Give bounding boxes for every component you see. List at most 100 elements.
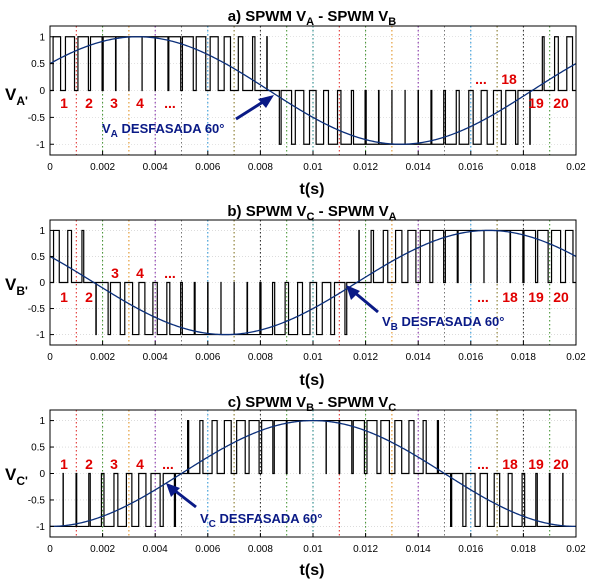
segment-label: ... <box>164 95 176 111</box>
segment-label: 18 <box>501 71 517 87</box>
panel-a-title: a) SPWM VA - SPWM VB <box>228 8 396 28</box>
x-tick-label: 0 <box>47 352 53 363</box>
x-tick-label: 0.004 <box>143 162 168 173</box>
segment-label: 19 <box>528 456 544 472</box>
segment-label: 19 <box>528 95 544 111</box>
y-tick-label: -0.5 <box>28 113 46 124</box>
segment-label: 19 <box>528 289 544 305</box>
annotation-text: VB DESFASADA 60° <box>382 314 504 333</box>
panel-c-segment-labels: 1 2 3 4 ... ... 18 19 20 <box>60 456 569 472</box>
x-tick-label: 0.012 <box>353 352 378 363</box>
segment-label: 2 <box>85 456 93 472</box>
segment-label: ... <box>162 456 174 472</box>
panel-b-xlabel: t(s) <box>300 372 325 389</box>
x-tick-label: 0.01 <box>303 162 323 173</box>
segment-label: 1 <box>60 289 68 305</box>
y-tick-label: 1 <box>39 416 45 427</box>
segment-label: 20 <box>553 289 569 305</box>
x-tick-label: 0.01 <box>303 352 323 363</box>
x-tick-label: 0.006 <box>195 162 220 173</box>
panel-a-sine-series <box>49 36 577 145</box>
annotation-arrowhead <box>166 483 180 497</box>
panel-a-ylabel: VA' <box>5 85 28 108</box>
x-tick-label: 0.006 <box>195 352 220 363</box>
x-tick-label: 0.02 <box>566 352 586 363</box>
segment-label: 4 <box>136 95 144 111</box>
annotation-arrow <box>353 290 379 314</box>
segment-label: 1 <box>60 95 68 111</box>
y-tick-label: 0 <box>39 86 45 97</box>
panel-c-title: c) SPWM VB - SPWM VC <box>228 394 396 414</box>
x-tick-label: 0.008 <box>248 162 273 173</box>
segment-label: ... <box>477 289 489 305</box>
panel-c-annotation: VC DESFASADA 60° <box>166 483 322 530</box>
panel-c-sine-series <box>49 419 577 528</box>
y-tick-label: 0.5 <box>31 443 45 454</box>
panel-a: a) SPWM VA - SPWM VB VA' t(s) 1 0.5 0 -0.5 -… <box>5 8 586 198</box>
x-tick-label: 0.012 <box>353 162 378 173</box>
segment-label: ... <box>164 265 176 281</box>
panel-a-segment-labels: 1 2 3 4 ... ... 18 19 20 <box>60 71 569 111</box>
y-tick-label: 0.5 <box>31 59 45 70</box>
x-tick-label: 0.018 <box>511 544 536 555</box>
annotation-text: VA DESFASADA 60° <box>102 121 224 140</box>
segment-label: 18 <box>502 289 518 305</box>
y-tick-label: -1 <box>36 522 45 533</box>
x-tick-label: 0.018 <box>511 352 536 363</box>
x-tick-label: 0.004 <box>143 352 168 363</box>
annotation-arrow <box>173 488 197 509</box>
x-tick-label: 0 <box>47 162 53 173</box>
x-tick-label: 0.016 <box>458 544 483 555</box>
y-tick-label: -1 <box>36 140 45 151</box>
x-tick-label: 0.002 <box>90 162 115 173</box>
y-tick-label: -1 <box>36 330 45 341</box>
segment-label: ... <box>475 71 487 87</box>
x-tick-label: 0.014 <box>406 162 431 173</box>
y-tick-label: 1 <box>39 226 45 237</box>
annotation-arrowhead <box>258 95 274 108</box>
segment-label: 3 <box>111 265 119 281</box>
x-tick-label: 0.02 <box>566 162 586 173</box>
segment-label: 2 <box>85 95 93 111</box>
y-tick-label: -0.5 <box>28 304 46 315</box>
x-tick-label: 0.004 <box>143 544 168 555</box>
segment-label: 18 <box>502 456 518 472</box>
annotation-text: VC DESFASADA 60° <box>200 511 322 530</box>
panel-b-title: b) SPWM VC - SPWM VA <box>227 203 396 223</box>
x-tick-label: 0.014 <box>406 352 431 363</box>
panel-b-annotation: VB DESFASADA 60° <box>346 285 504 333</box>
segment-label: 4 <box>136 456 144 472</box>
panel-b-ylabel: VB' <box>5 275 28 298</box>
x-tick-label: 0.01 <box>303 544 323 555</box>
y-tick-label: -0.5 <box>28 495 46 506</box>
panel-c-ylabel: VC' <box>5 465 28 488</box>
segment-label: ... <box>477 456 489 472</box>
x-tick-label: 0.014 <box>406 544 431 555</box>
x-tick-label: 0.016 <box>458 162 483 173</box>
y-tick-label: 1 <box>39 32 45 43</box>
x-tick-label: 0.002 <box>90 544 115 555</box>
segment-label: 3 <box>110 456 118 472</box>
x-tick-label: 0.02 <box>566 544 586 555</box>
segment-label: 4 <box>136 265 144 281</box>
segment-label: 20 <box>553 456 569 472</box>
y-tick-label: 0 <box>39 469 45 480</box>
panel-b-sine-series <box>49 229 577 336</box>
segment-label: 1 <box>60 456 68 472</box>
panel-c-xlabel: t(s) <box>300 562 325 579</box>
x-tick-label: 0.006 <box>195 544 220 555</box>
panel-a-annotation: VA DESFASADA 60° <box>102 95 274 140</box>
x-tick-label: 0.012 <box>353 544 378 555</box>
y-tick-label: 0 <box>39 278 45 289</box>
annotation-arrow <box>235 98 267 121</box>
x-tick-label: 0.016 <box>458 352 483 363</box>
x-tick-label: 0.008 <box>248 352 273 363</box>
panel-b-segment-labels: 1 2 3 4 ... ... 18 19 20 <box>60 265 569 305</box>
y-tick-label: 0.5 <box>31 252 45 263</box>
panel-a-xlabel: t(s) <box>300 181 325 198</box>
x-tick-label: 0.002 <box>90 352 115 363</box>
panel-b: b) SPWM VC - SPWM VA VB' t(s) 1 0.5 0 -0.5 -… <box>5 203 586 389</box>
segment-label: 2 <box>85 289 93 305</box>
x-tick-label: 0.018 <box>511 162 536 173</box>
